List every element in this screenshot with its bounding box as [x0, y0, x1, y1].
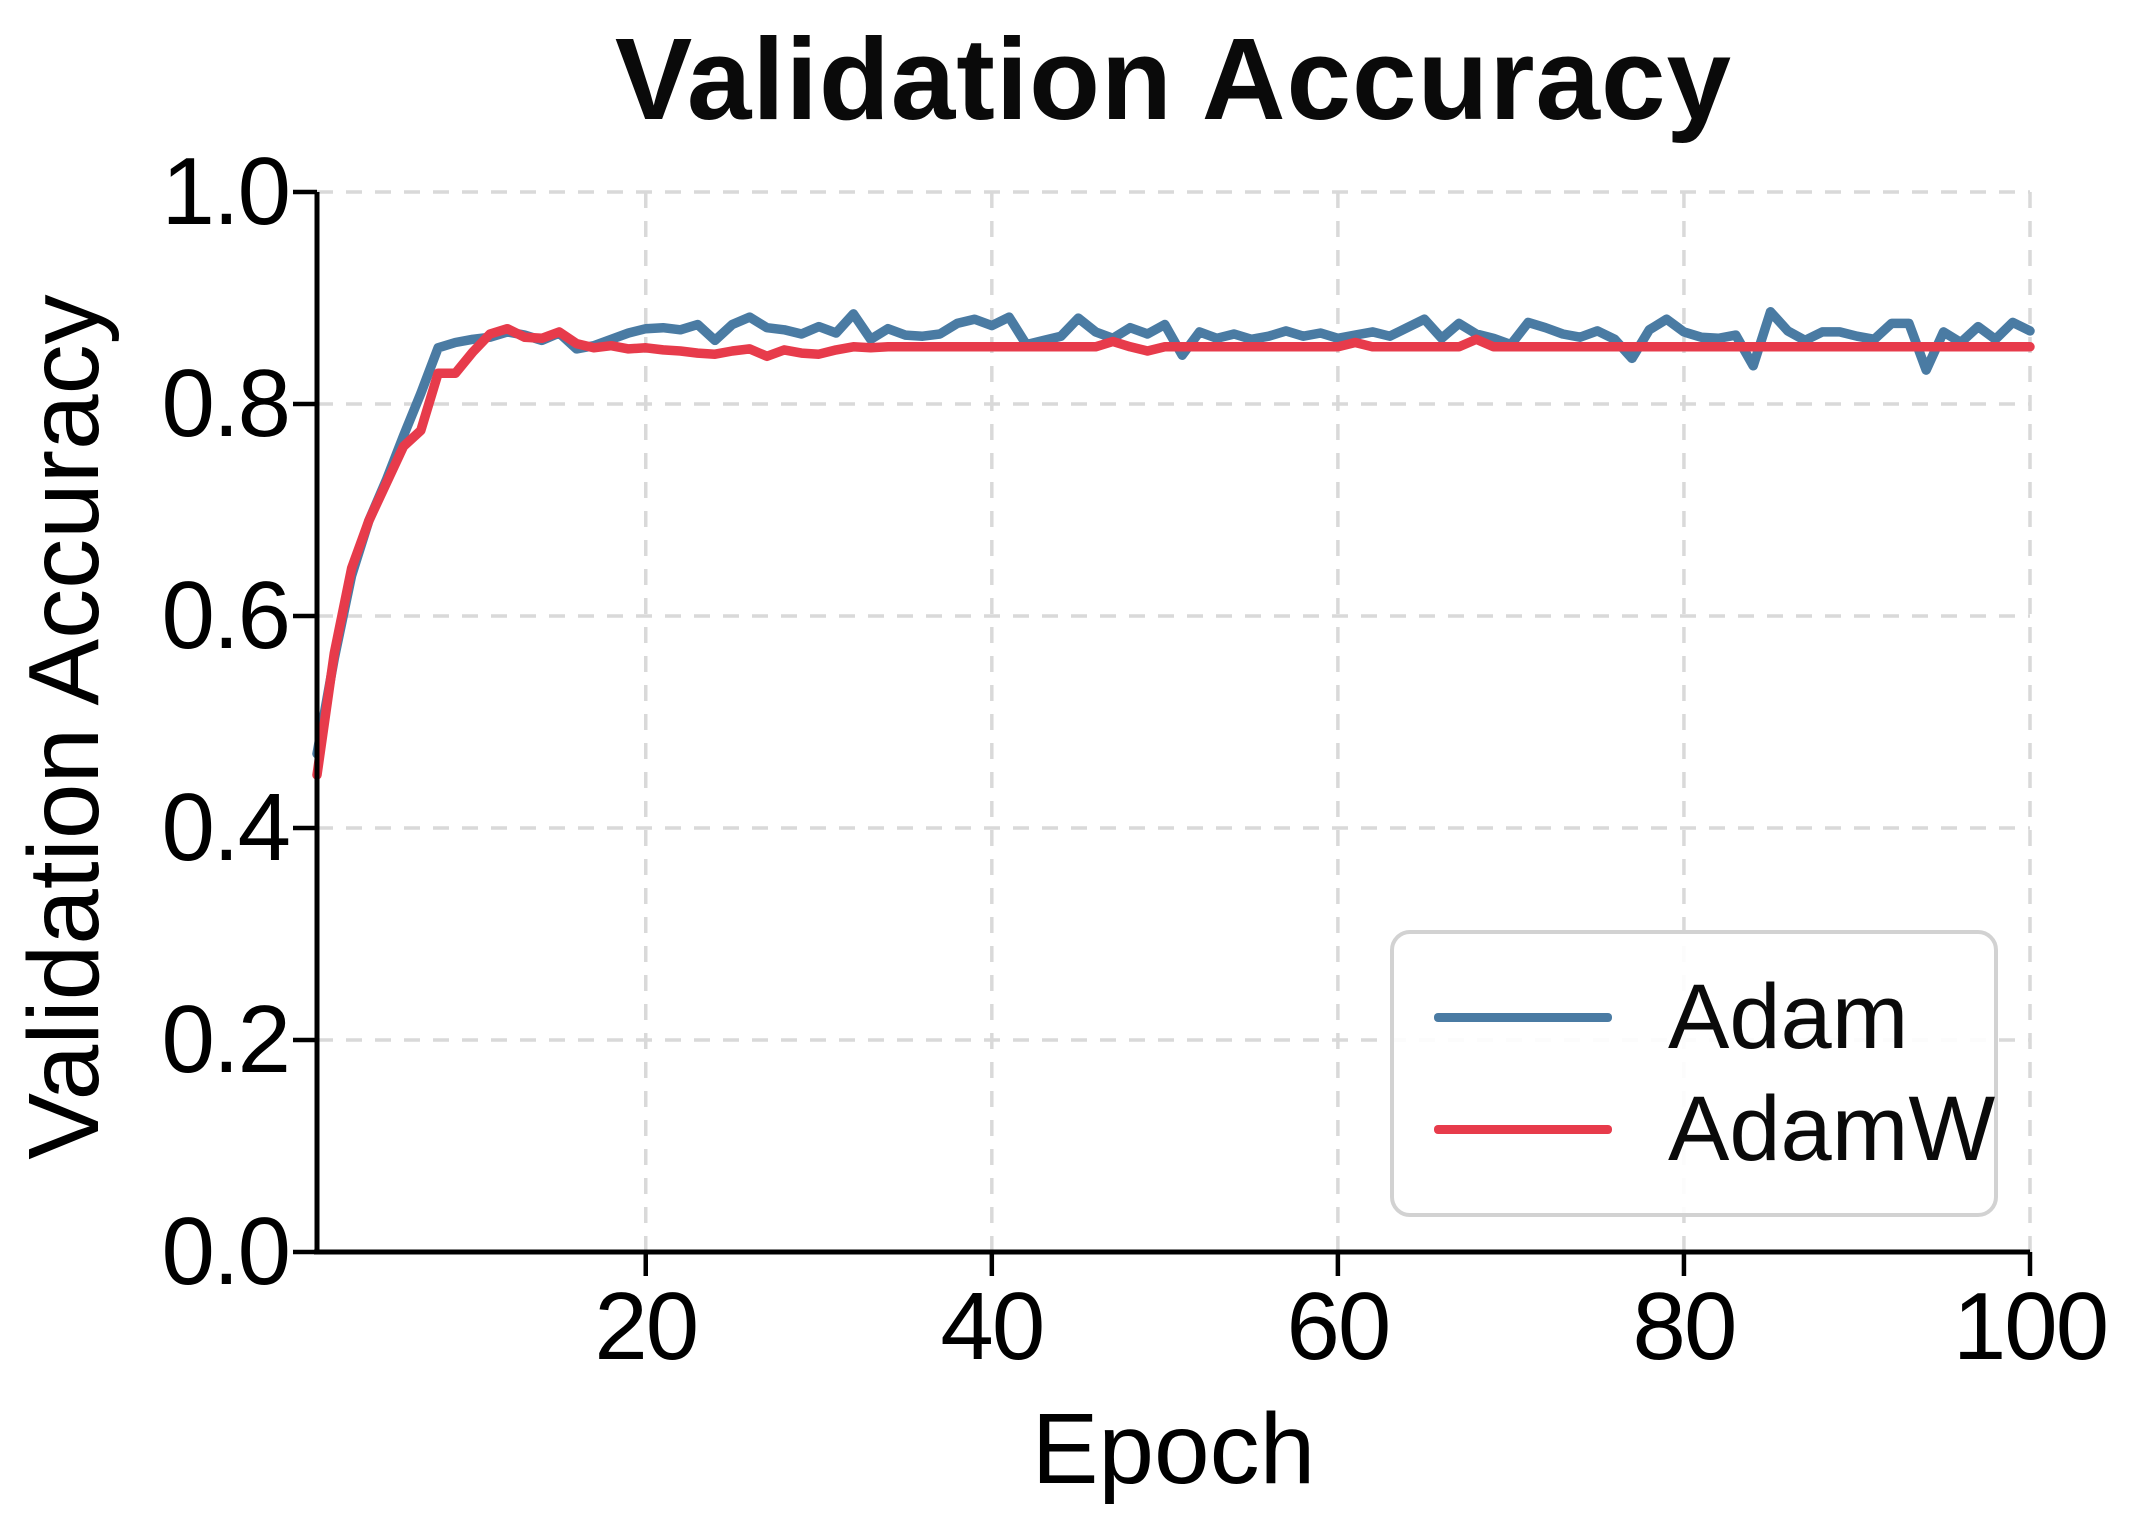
legend-entry-adamw: AdamW — [1434, 1074, 1995, 1186]
series-line-adamw — [312, 323, 2035, 780]
y-tick-label: 1.0 — [161, 138, 291, 245]
y-tick-label: 0.8 — [161, 350, 291, 457]
x-tick-label: 100 — [1952, 1273, 2109, 1380]
legend: Adam AdamW — [1390, 930, 1998, 1217]
legend-entry-adam: Adam — [1434, 962, 1954, 1074]
y-tick-label: 0.2 — [161, 986, 291, 1093]
y-tick-label: 0.4 — [161, 774, 291, 881]
series-line-adam — [312, 307, 2035, 759]
x-axis-label: Epoch — [1031, 1393, 1316, 1505]
chart-title: Validation Accuracy — [614, 14, 1733, 144]
x-tick-label: 60 — [1286, 1273, 1391, 1380]
x-tick-label: 40 — [940, 1273, 1045, 1380]
x-tick-label: 20 — [594, 1273, 699, 1380]
adamw-line-sample — [1434, 1124, 1612, 1134]
y-tick-label: 0.6 — [161, 562, 291, 669]
adam-line-sample — [1434, 1013, 1612, 1023]
legend-label-adam: Adam — [1668, 966, 1909, 1069]
x-tick-label: 80 — [1632, 1273, 1738, 1380]
legend-label-adamw: AdamW — [1668, 1077, 1996, 1180]
y-tick-label: 0.0 — [161, 1198, 291, 1305]
